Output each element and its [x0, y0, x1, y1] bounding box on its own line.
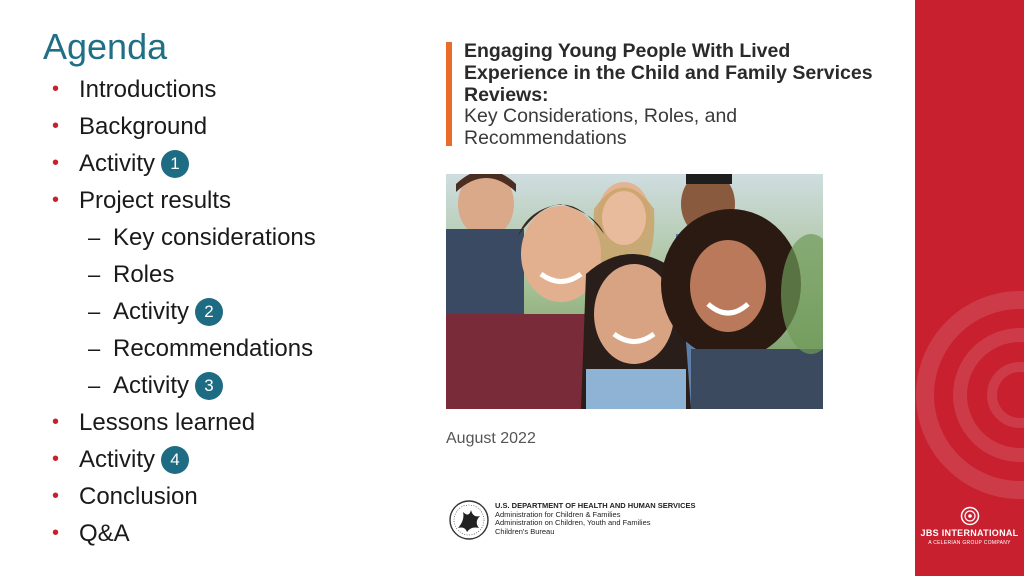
- agenda-item-label: Introductions: [79, 76, 217, 103]
- agenda-item: • Q&A: [52, 515, 130, 552]
- activity-number-badge: 1: [161, 149, 190, 178]
- agenda-subitem: – Recommendations: [88, 330, 313, 367]
- agenda-item-label: Background: [79, 113, 208, 140]
- report-subtitle: Key Considerations, Roles, and Recommend…: [464, 105, 738, 149]
- agenda-subitem: – Activity 3: [88, 367, 224, 404]
- agenda-item-label: Project results: [79, 187, 232, 214]
- hhs-eagle-seal-icon: [449, 500, 489, 540]
- agenda-item-label: Activity: [79, 446, 156, 473]
- agenda-subitem: – Activity 2: [88, 293, 224, 330]
- agenda-item: • Introductions: [52, 71, 216, 108]
- hhs-agency-block: U.S. DEPARTMENT OF HEALTH AND HUMAN SERV…: [449, 498, 709, 542]
- cover-accent-bar: [446, 42, 452, 146]
- agenda-title: Agenda: [43, 26, 168, 67]
- bullet-icon: •: [52, 115, 60, 137]
- agenda-item-label: Q&A: [79, 520, 130, 547]
- dash-icon: –: [88, 373, 101, 398]
- dash-icon: –: [88, 336, 101, 361]
- bullet-icon: •: [52, 189, 60, 211]
- report-title: Engaging Young People With Lived Experie…: [464, 40, 873, 106]
- agency-line: Children's Bureau: [495, 526, 555, 536]
- agenda-item: • Lessons learned: [52, 404, 255, 441]
- decorative-rings-icon: [916, 291, 1024, 499]
- agenda-item-label: Conclusion: [79, 483, 198, 510]
- activity-number-badge: 4: [161, 445, 190, 474]
- dash-icon: –: [88, 225, 101, 250]
- activity-number-badge: 3: [195, 371, 224, 400]
- agenda-item-label: Activity: [113, 372, 190, 399]
- agenda-item-label: Key considerations: [113, 224, 316, 251]
- bullet-icon: •: [52, 448, 60, 470]
- bullet-icon: •: [52, 78, 60, 100]
- group-photo: [446, 174, 823, 409]
- group-photo-illustration: [446, 174, 823, 409]
- brand-tagline: A CELERIAN GROUP COMPANY: [928, 540, 1011, 546]
- jbs-mark-icon: [960, 506, 979, 526]
- agenda-item-label: Lessons learned: [79, 409, 256, 436]
- bullet-icon: •: [52, 411, 60, 433]
- agenda-item: • Activity 1: [52, 145, 190, 182]
- brand-sidebar: JBS INTERNATIONAL A CELERIAN GROUP COMPA…: [915, 0, 1024, 576]
- bullet-icon: •: [52, 485, 60, 507]
- agenda-item-label: Activity: [79, 150, 156, 177]
- jbs-logo: JBS INTERNATIONAL A CELERIAN GROUP COMPA…: [915, 506, 1024, 546]
- hhs-agency-text: U.S. DEPARTMENT OF HEALTH AND HUMAN SERV…: [495, 501, 696, 536]
- activity-number-badge: 2: [195, 297, 224, 326]
- report-date: August 2022: [446, 430, 536, 447]
- agenda-item: • Activity 4: [52, 441, 190, 478]
- agenda-item: • Conclusion: [52, 478, 198, 515]
- agency-line: Administration on Children, Youth and Fa…: [495, 518, 651, 528]
- dash-icon: –: [88, 262, 101, 287]
- agenda-item: • Project results: [52, 182, 231, 219]
- agenda-item-label: Activity: [113, 298, 190, 325]
- agenda-subitem: – Roles: [88, 256, 174, 293]
- agenda-subitem: – Key considerations: [88, 219, 316, 256]
- agenda-item-label: Recommendations: [113, 335, 314, 362]
- agency-line: Administration for Children & Families: [495, 509, 621, 519]
- agenda-item: • Background: [52, 108, 207, 145]
- bullet-icon: •: [52, 152, 60, 174]
- dash-icon: –: [88, 299, 101, 324]
- agency-line: U.S. DEPARTMENT OF HEALTH AND HUMAN SERV…: [495, 501, 696, 510]
- bullet-icon: •: [52, 522, 60, 544]
- agenda-item-label: Roles: [113, 261, 175, 288]
- brand-name: JBS INTERNATIONAL: [920, 528, 1019, 538]
